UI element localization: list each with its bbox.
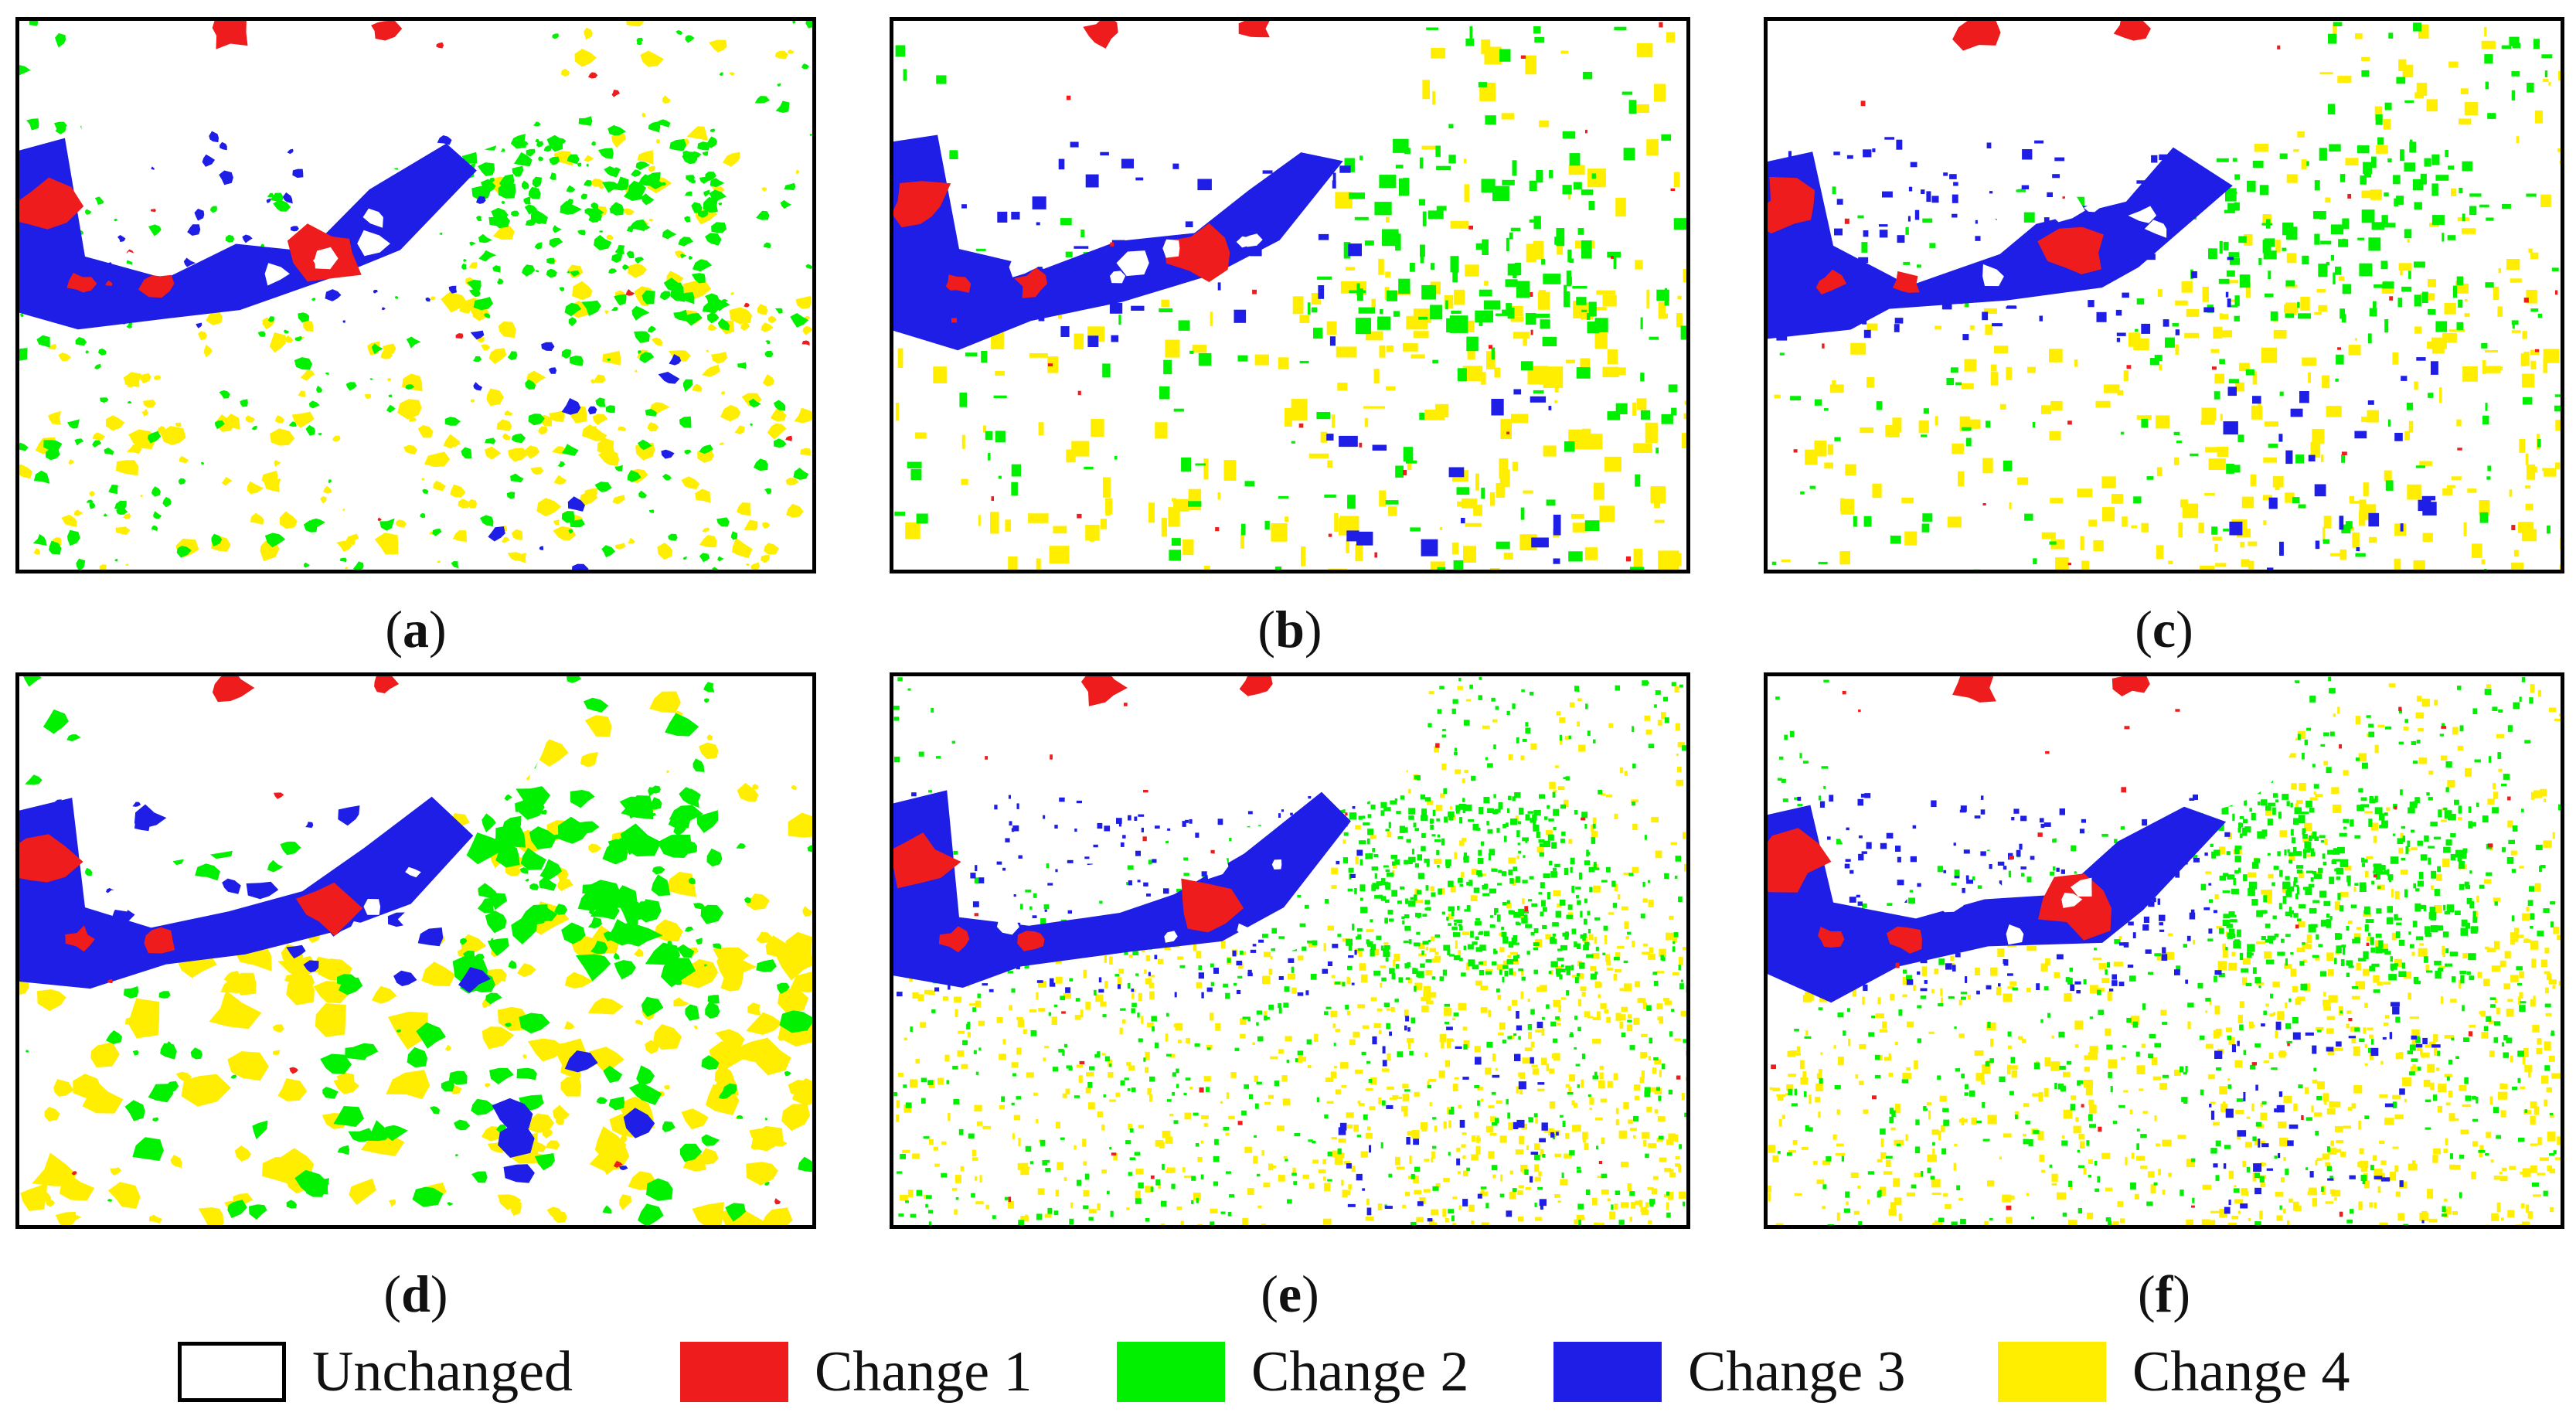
change-map-texture bbox=[19, 676, 812, 1225]
legend-item-change-2: Change 2 bbox=[1117, 1326, 1469, 1418]
change-map-texture bbox=[1768, 676, 2561, 1225]
legend-swatch-change-1 bbox=[680, 1342, 788, 1402]
change-map-e bbox=[890, 672, 1690, 1229]
legend-label-change-2: Change 2 bbox=[1251, 1339, 1469, 1404]
caption-f: (f) bbox=[2138, 1264, 2190, 1323]
caption-b: (b) bbox=[1257, 600, 1322, 659]
legend-swatch-change-3 bbox=[1553, 1342, 1662, 1402]
legend-item-change-1: Change 1 bbox=[680, 1326, 1033, 1418]
change-map-c bbox=[1764, 17, 2564, 573]
caption-c: (c) bbox=[2135, 600, 2193, 659]
caption-e: (e) bbox=[1261, 1264, 1319, 1323]
legend-swatch-unchanged bbox=[178, 1342, 286, 1402]
change-map-texture bbox=[19, 21, 812, 570]
legend-item-change-4: Change 4 bbox=[1998, 1326, 2350, 1418]
legend-swatch-change-2 bbox=[1117, 1342, 1225, 1402]
legend: Unchanged Change 1 Change 2 Change 3 Cha… bbox=[0, 1326, 2576, 1418]
legend-label-change-1: Change 1 bbox=[815, 1339, 1033, 1404]
legend-item-unchanged: Unchanged bbox=[178, 1326, 573, 1418]
change-map-a bbox=[15, 17, 816, 573]
change-map-d bbox=[15, 672, 816, 1229]
change-map-texture bbox=[1768, 21, 2561, 570]
legend-swatch-change-4 bbox=[1998, 1342, 2106, 1402]
change-map-f bbox=[1764, 672, 2564, 1229]
legend-label-unchanged: Unchanged bbox=[312, 1339, 573, 1404]
legend-item-change-3: Change 3 bbox=[1553, 1326, 1906, 1418]
legend-label-change-4: Change 4 bbox=[2132, 1339, 2350, 1404]
caption-a: (a) bbox=[385, 600, 447, 659]
caption-d: (d) bbox=[383, 1264, 448, 1323]
legend-label-change-3: Change 3 bbox=[1688, 1339, 1906, 1404]
change-map-texture bbox=[893, 21, 1686, 570]
change-map-texture bbox=[893, 676, 1686, 1225]
change-map-b bbox=[890, 17, 1690, 573]
